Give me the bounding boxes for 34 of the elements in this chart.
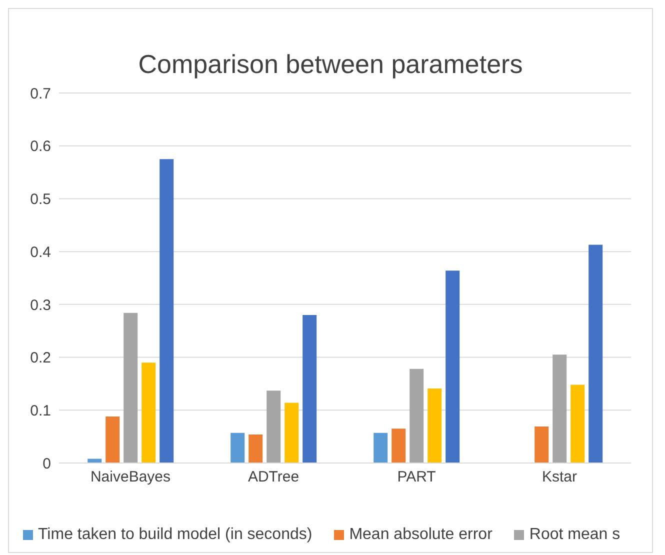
bar bbox=[142, 362, 156, 463]
bar bbox=[160, 159, 174, 463]
y-tick-label: 0.4 bbox=[30, 244, 51, 261]
x-tick-label: Kstar bbox=[542, 468, 578, 486]
chart-title: Comparison between parameters bbox=[137, 49, 524, 81]
y-tick-label: 0 bbox=[42, 455, 51, 472]
bar bbox=[230, 432, 245, 463]
bar bbox=[266, 390, 281, 463]
bar bbox=[410, 368, 424, 463]
bar bbox=[374, 432, 388, 463]
y-tick-label: 0.1 bbox=[30, 402, 51, 420]
bar bbox=[106, 416, 120, 463]
legend-label: Root mean s bbox=[528, 526, 620, 544]
legend-label: Time taken to build model (in seconds) bbox=[37, 526, 312, 544]
bar bbox=[534, 426, 549, 463]
y-tick-label: 0.3 bbox=[30, 296, 51, 314]
x-tick-label: NaiveBayes bbox=[90, 468, 171, 486]
bar bbox=[248, 434, 263, 463]
y-tick-label: 0.2 bbox=[30, 350, 51, 367]
bar bbox=[284, 402, 299, 463]
y-tick-label: 0.7 bbox=[30, 85, 51, 102]
x-tick-label: ADTree bbox=[248, 468, 300, 486]
y-tick-label: 0.5 bbox=[30, 191, 51, 208]
legend-label: Mean absolute error bbox=[348, 526, 492, 544]
bar bbox=[428, 388, 442, 463]
bar bbox=[124, 312, 138, 463]
bar bbox=[446, 270, 460, 463]
y-tick-label: 0.6 bbox=[30, 138, 51, 156]
bar bbox=[588, 244, 603, 463]
x-tick-label: PART bbox=[397, 468, 436, 486]
bar bbox=[570, 384, 585, 463]
bar bbox=[552, 354, 567, 463]
bar bbox=[392, 428, 406, 463]
bar bbox=[302, 315, 317, 463]
